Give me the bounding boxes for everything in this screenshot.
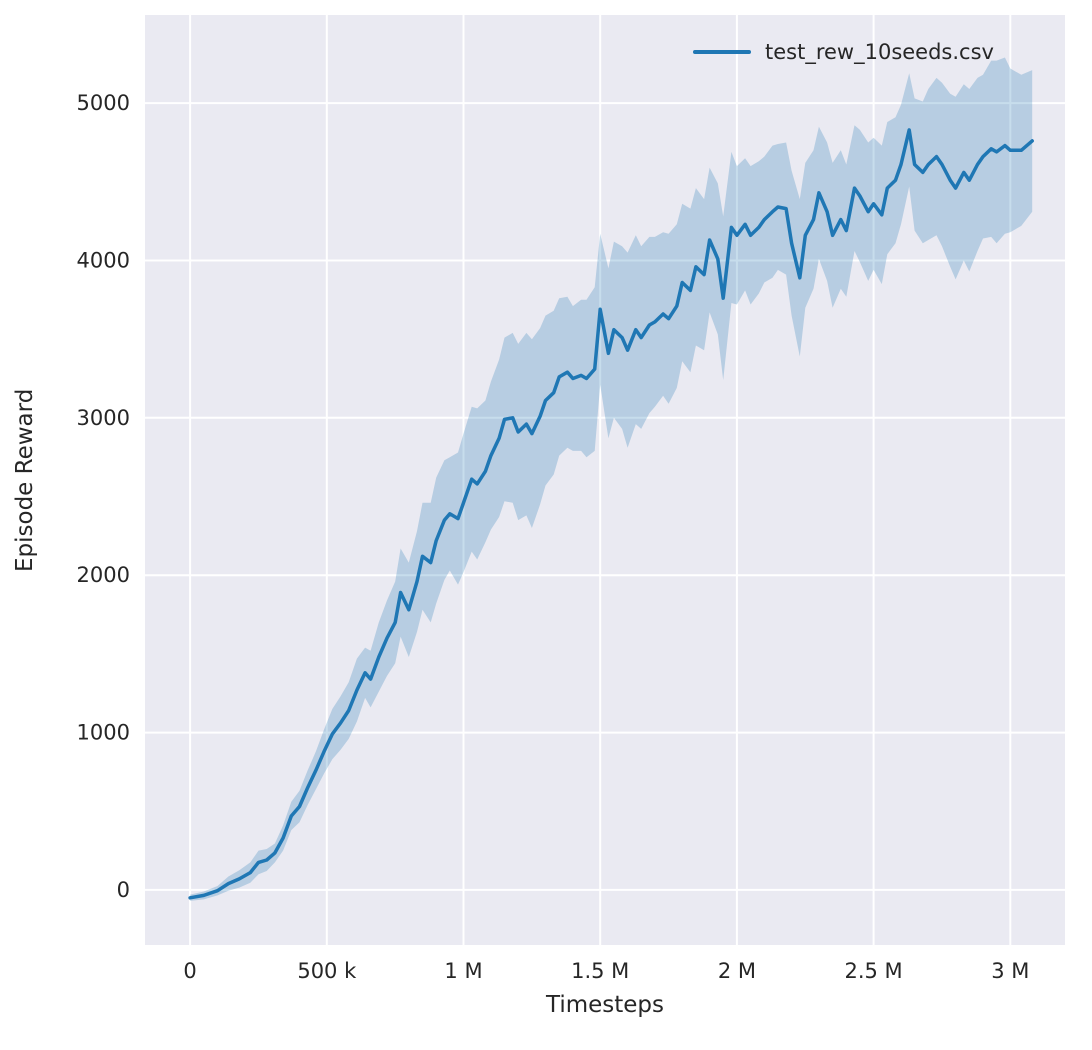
x-axis-label: Timesteps xyxy=(545,992,665,1018)
legend[interactable]: test_rew_10seeds.csv xyxy=(693,40,994,64)
x-tick-label: 0 xyxy=(183,959,196,983)
y-axis-label: Episode Reward xyxy=(12,388,38,572)
y-tick-label: 5000 xyxy=(77,91,130,115)
x-tick-label: 1.5 M xyxy=(571,959,629,983)
mean-line xyxy=(188,128,1034,900)
x-tick-label: 2 M xyxy=(718,959,756,983)
confidence-band xyxy=(190,57,1033,901)
x-tick-label: 500 k xyxy=(297,959,357,983)
plot-background xyxy=(145,15,1065,945)
y-tick-label: 3000 xyxy=(77,406,130,430)
x-tick-label: 3 M xyxy=(991,959,1029,983)
y-tick-label: 0 xyxy=(117,878,130,902)
legend-label: test_rew_10seeds.csv xyxy=(765,40,994,64)
y-tick-label: 1000 xyxy=(77,721,130,745)
legend-line-swatch xyxy=(693,50,751,54)
x-tick-label: 1 M xyxy=(444,959,482,983)
y-tick-label: 4000 xyxy=(77,249,130,273)
y-tick-label: 2000 xyxy=(77,563,130,587)
x-tick-label: 2.5 M xyxy=(844,959,902,983)
